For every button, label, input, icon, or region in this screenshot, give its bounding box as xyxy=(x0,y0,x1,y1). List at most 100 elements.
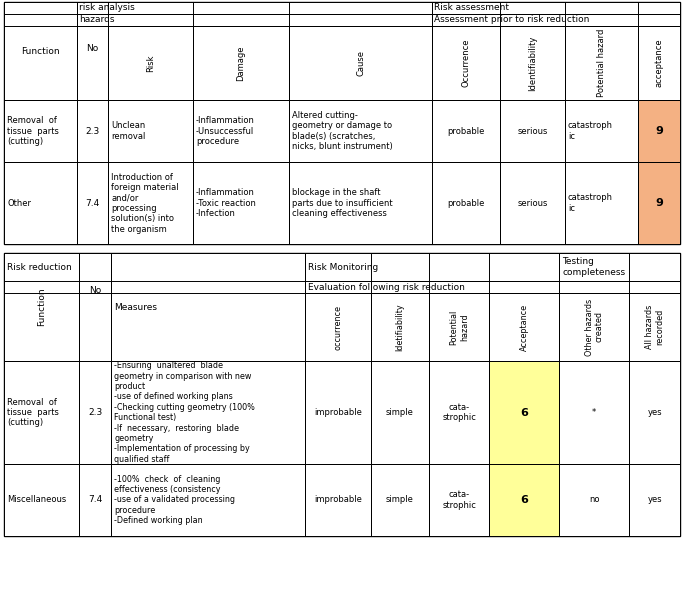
Text: Altered cutting-
geometry or damage to
blade(s) (scratches,
nicks, blunt instrum: Altered cutting- geometry or damage to b… xyxy=(292,111,393,151)
Text: Miscellaneous: Miscellaneous xyxy=(7,495,66,504)
Text: Occurrence: Occurrence xyxy=(462,39,471,87)
Bar xyxy=(371,293,429,361)
Text: occurrence: occurrence xyxy=(333,304,342,350)
Bar xyxy=(4,162,77,244)
Text: 6: 6 xyxy=(521,408,528,417)
Bar xyxy=(289,100,432,162)
Bar xyxy=(79,464,111,536)
Bar xyxy=(489,464,560,536)
Text: risk analysis: risk analysis xyxy=(79,4,135,13)
Text: 7.4: 7.4 xyxy=(88,495,103,504)
Bar xyxy=(77,2,432,14)
Text: 2.3: 2.3 xyxy=(88,408,103,417)
Bar xyxy=(432,2,680,14)
Bar xyxy=(289,162,432,244)
Bar xyxy=(629,361,680,464)
Text: probable: probable xyxy=(448,199,485,208)
Bar xyxy=(560,281,680,293)
Text: serious: serious xyxy=(518,199,548,208)
Text: Other hazards
created: Other hazards created xyxy=(585,298,604,356)
Text: Potential
hazard: Potential hazard xyxy=(449,309,469,345)
Bar xyxy=(560,464,629,536)
Bar xyxy=(560,361,629,464)
Text: improbable: improbable xyxy=(314,408,362,417)
Bar xyxy=(629,293,680,361)
Text: no: no xyxy=(589,495,600,504)
Bar xyxy=(432,162,501,244)
Text: cata-
strophic: cata- strophic xyxy=(442,490,476,510)
Bar xyxy=(489,361,560,464)
Bar xyxy=(429,361,489,464)
Bar xyxy=(489,293,560,361)
Text: *: * xyxy=(592,408,596,417)
Text: Risk assessment: Risk assessment xyxy=(434,4,510,13)
Text: Testing
completeness: Testing completeness xyxy=(562,257,625,277)
Bar xyxy=(109,100,193,162)
Text: Other: Other xyxy=(7,199,31,208)
Text: Potential hazard: Potential hazard xyxy=(597,29,606,97)
Bar xyxy=(432,26,501,100)
Text: simple: simple xyxy=(386,408,414,417)
Bar xyxy=(432,100,501,162)
Bar xyxy=(560,253,680,281)
Text: catastroph
ic: catastroph ic xyxy=(568,121,613,141)
Text: probable: probable xyxy=(448,126,485,135)
Bar xyxy=(289,26,432,100)
Text: Risk reduction: Risk reduction xyxy=(7,263,72,272)
Text: -100%  check  of  cleaning
effectiveness (consistency
-use of a validated proces: -100% check of cleaning effectiveness (c… xyxy=(114,475,235,525)
Text: Damage: Damage xyxy=(237,45,246,81)
Text: blockage in the shaft
parts due to insufficient
cleaning effectiveness: blockage in the shaft parts due to insuf… xyxy=(292,188,393,218)
Text: Idetifiability: Idetifiability xyxy=(395,303,404,351)
Text: 7.4: 7.4 xyxy=(86,199,100,208)
Bar xyxy=(304,464,371,536)
Bar xyxy=(193,100,289,162)
Text: Function: Function xyxy=(21,47,60,56)
Text: No: No xyxy=(89,286,101,295)
Bar xyxy=(4,253,680,536)
Text: 9: 9 xyxy=(655,198,663,208)
Bar xyxy=(4,2,680,244)
Bar xyxy=(79,253,111,361)
Bar xyxy=(371,361,429,464)
Text: Acceptance: Acceptance xyxy=(520,303,529,350)
Text: Assessment prior to risk reduction: Assessment prior to risk reduction xyxy=(434,16,590,25)
Bar xyxy=(77,100,109,162)
Bar xyxy=(193,162,289,244)
Bar xyxy=(4,100,77,162)
Bar xyxy=(629,464,680,536)
Text: No: No xyxy=(86,43,98,53)
Text: 2.3: 2.3 xyxy=(86,126,100,135)
Bar xyxy=(501,100,565,162)
Text: Identifiability: Identifiability xyxy=(528,35,537,91)
Text: acceptance: acceptance xyxy=(655,39,663,88)
Text: 9: 9 xyxy=(655,126,663,136)
Bar xyxy=(565,100,637,162)
Bar xyxy=(429,464,489,536)
Bar xyxy=(4,361,79,464)
Bar xyxy=(637,162,680,244)
Text: Measures: Measures xyxy=(114,303,157,312)
Text: serious: serious xyxy=(518,126,548,135)
Bar xyxy=(429,293,489,361)
Bar xyxy=(304,281,560,293)
Bar xyxy=(304,361,371,464)
Bar xyxy=(304,293,371,361)
Bar xyxy=(193,26,289,100)
Text: -Ensuring  unaltered  blade
geometry in comparison with new
product
-use of defi: -Ensuring unaltered blade geometry in co… xyxy=(114,361,255,464)
Text: yes: yes xyxy=(647,408,662,417)
Bar xyxy=(77,14,432,26)
Bar xyxy=(304,253,560,281)
Text: -Inflammation
-Toxic reaction
-Infection: -Inflammation -Toxic reaction -Infection xyxy=(196,188,256,218)
Bar xyxy=(565,162,637,244)
Text: cata-
strophic: cata- strophic xyxy=(442,403,476,422)
Text: yes: yes xyxy=(647,495,662,504)
Text: 6: 6 xyxy=(521,495,528,505)
Bar xyxy=(111,253,304,361)
Text: improbable: improbable xyxy=(314,495,362,504)
Bar xyxy=(432,14,680,26)
Bar xyxy=(4,253,304,281)
Bar xyxy=(79,361,111,464)
Text: Removal  of
tissue  parts
(cutting): Removal of tissue parts (cutting) xyxy=(7,397,59,428)
Text: Unclean
removal: Unclean removal xyxy=(111,121,146,141)
Text: catastroph
ic: catastroph ic xyxy=(568,193,613,213)
